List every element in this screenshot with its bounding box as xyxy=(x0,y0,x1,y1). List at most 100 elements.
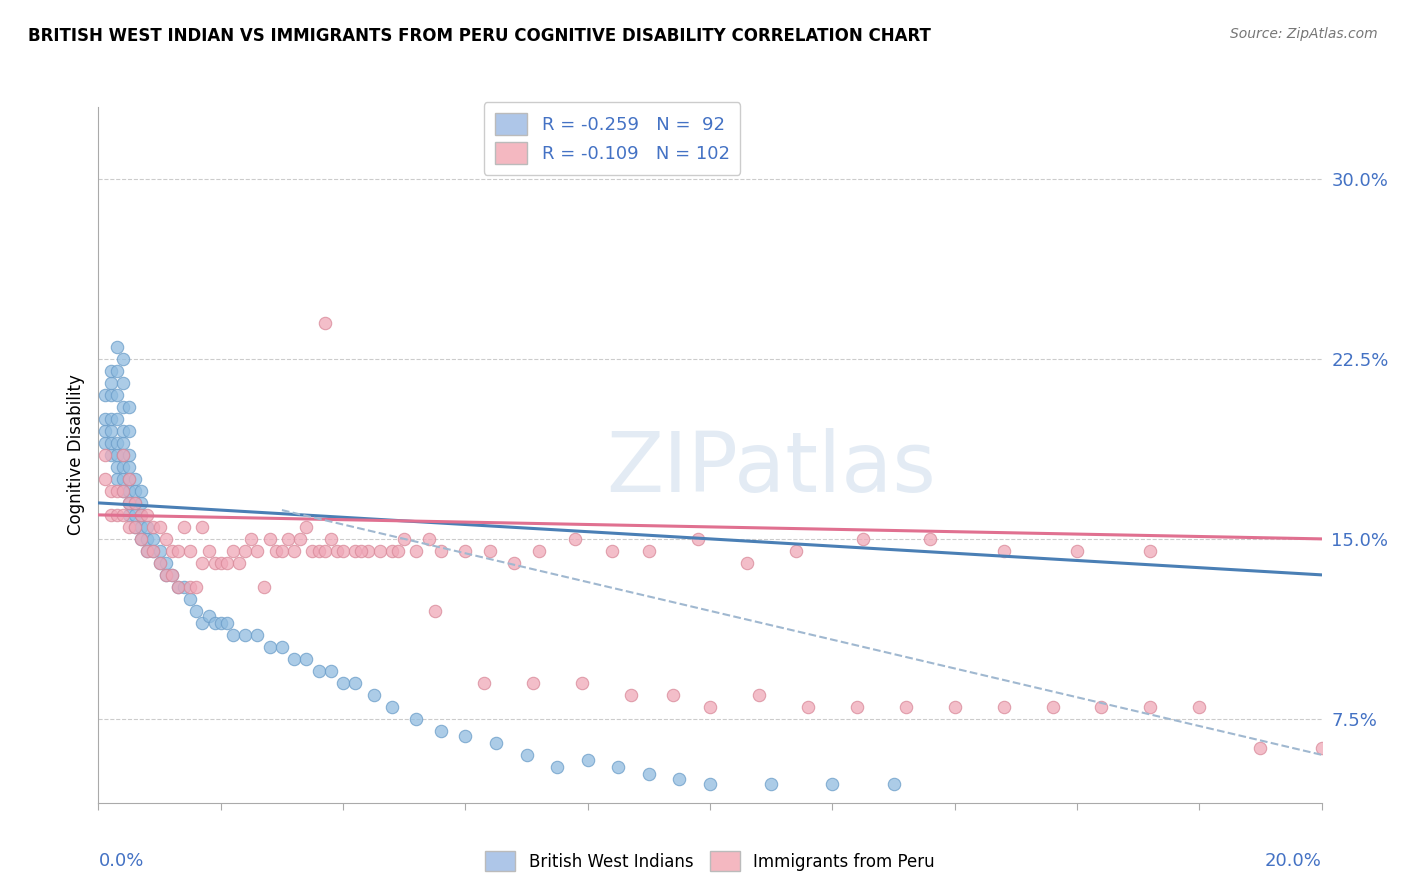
Point xyxy=(319,664,342,678)
Point xyxy=(136,544,159,558)
Y-axis label: Cognitive Disability: Cognitive Disability xyxy=(66,375,84,535)
Point xyxy=(600,544,623,558)
Point xyxy=(607,760,630,774)
Text: 0.0%: 0.0% xyxy=(98,852,143,870)
Point xyxy=(118,472,141,486)
Text: ZIPatlas: ZIPatlas xyxy=(606,428,936,509)
Point xyxy=(124,520,146,534)
Point xyxy=(748,688,770,702)
Point xyxy=(93,448,115,462)
Point xyxy=(259,532,281,546)
Point xyxy=(100,436,122,450)
Point xyxy=(155,567,177,582)
Point xyxy=(344,544,367,558)
Point xyxy=(418,532,440,546)
Point xyxy=(240,532,263,546)
Point xyxy=(136,544,159,558)
Point xyxy=(332,544,354,558)
Point xyxy=(485,736,508,750)
Point xyxy=(129,508,152,522)
Point xyxy=(387,544,409,558)
Point xyxy=(105,388,128,402)
Point xyxy=(1139,544,1161,558)
Point xyxy=(699,776,721,790)
Point xyxy=(173,580,195,594)
Point xyxy=(204,615,226,630)
Point xyxy=(186,604,208,618)
Point xyxy=(160,567,183,582)
Point xyxy=(118,520,141,534)
Point xyxy=(100,364,122,378)
Point xyxy=(215,615,238,630)
Point xyxy=(821,776,844,790)
Point xyxy=(1090,699,1112,714)
Point xyxy=(105,483,128,498)
Point xyxy=(270,544,292,558)
Point xyxy=(111,483,134,498)
Point xyxy=(637,767,661,781)
Point xyxy=(619,688,641,702)
Point xyxy=(118,496,141,510)
Point xyxy=(1066,544,1088,558)
Point xyxy=(118,472,141,486)
Point xyxy=(522,676,544,690)
Point xyxy=(308,544,330,558)
Point xyxy=(283,652,305,666)
Point xyxy=(283,544,305,558)
Point xyxy=(93,388,115,402)
Point xyxy=(1249,740,1271,755)
Point xyxy=(155,532,177,546)
Point xyxy=(381,699,404,714)
Point xyxy=(1042,699,1064,714)
Point xyxy=(100,448,122,462)
Point xyxy=(430,544,453,558)
Point xyxy=(100,388,122,402)
Point xyxy=(118,424,141,438)
Point xyxy=(246,544,269,558)
Point xyxy=(179,544,201,558)
Point xyxy=(405,712,427,726)
Point xyxy=(993,544,1015,558)
Point xyxy=(155,556,177,570)
Point xyxy=(332,676,354,690)
Point xyxy=(894,699,917,714)
Point xyxy=(105,459,128,474)
Point xyxy=(100,376,122,390)
Point xyxy=(326,544,349,558)
Point xyxy=(100,424,122,438)
Point xyxy=(197,608,219,623)
Point xyxy=(179,580,201,594)
Point xyxy=(105,340,128,354)
Point xyxy=(222,628,245,642)
Text: BRITISH WEST INDIAN VS IMMIGRANTS FROM PERU COGNITIVE DISABILITY CORRELATION CHA: BRITISH WEST INDIAN VS IMMIGRANTS FROM P… xyxy=(28,27,931,45)
Point xyxy=(124,496,146,510)
Point xyxy=(662,688,685,702)
Point xyxy=(191,556,214,570)
Point xyxy=(454,729,477,743)
Point xyxy=(100,412,122,426)
Point xyxy=(129,496,152,510)
Point xyxy=(111,483,134,498)
Point xyxy=(124,483,146,498)
Point xyxy=(735,556,758,570)
Point xyxy=(160,567,183,582)
Point xyxy=(1139,699,1161,714)
Point xyxy=(699,699,721,714)
Point xyxy=(129,532,152,546)
Point xyxy=(129,532,152,546)
Point xyxy=(246,628,269,642)
Point xyxy=(160,544,183,558)
Point xyxy=(149,556,172,570)
Point xyxy=(503,556,526,570)
Point xyxy=(478,544,501,558)
Point xyxy=(129,520,152,534)
Point xyxy=(1188,699,1211,714)
Point xyxy=(118,459,141,474)
Point xyxy=(93,412,115,426)
Point xyxy=(142,520,165,534)
Point xyxy=(105,412,128,426)
Point xyxy=(270,640,292,654)
Point xyxy=(215,556,238,570)
Point xyxy=(105,364,128,378)
Point xyxy=(301,544,323,558)
